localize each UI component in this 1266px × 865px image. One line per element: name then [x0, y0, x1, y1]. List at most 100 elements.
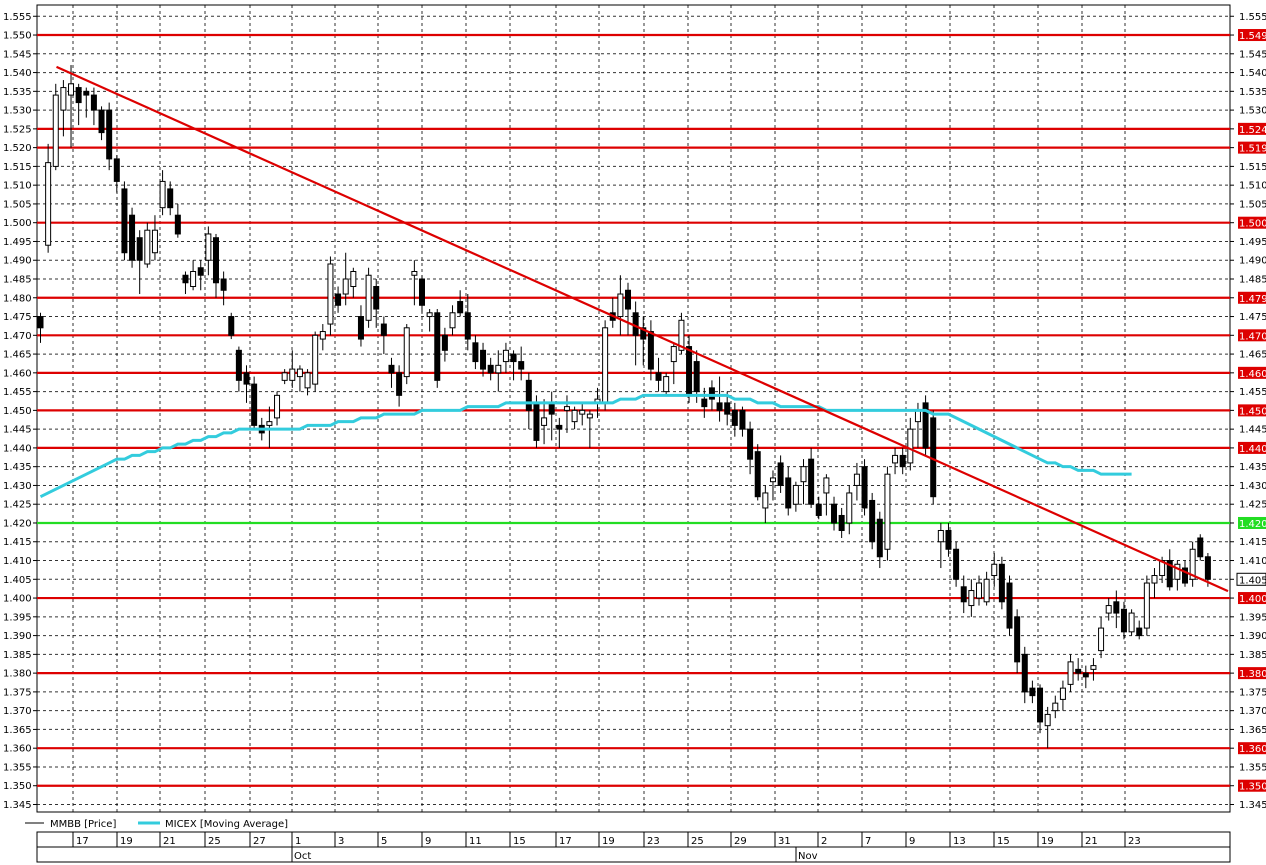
y-tick-label: 1.395 — [3, 612, 32, 623]
candle-body — [335, 293, 342, 306]
candle-body — [1151, 575, 1158, 584]
candle-body — [373, 286, 380, 310]
candle-body — [1082, 672, 1089, 678]
x-tick-label: 9 — [909, 836, 915, 847]
x-tick-label: 29 — [734, 836, 747, 847]
level-badge — [1238, 667, 1266, 680]
moving-average-line — [39, 393, 1132, 499]
y-tick-label: 1.490 — [1239, 256, 1266, 267]
candle-body — [327, 263, 334, 325]
level-badge-label: 1.524 — [1239, 125, 1266, 136]
candle-body — [144, 229, 151, 265]
candle-body — [228, 316, 235, 336]
y-tick-label: 1.495 — [3, 237, 32, 248]
level-badge — [1238, 291, 1266, 304]
candle-body — [167, 188, 174, 209]
x-tick-label: 13 — [953, 836, 966, 847]
y-tick-label: 1.470 — [3, 331, 32, 342]
candle-body — [1090, 665, 1097, 670]
y-tick-label: 1.545 — [1239, 49, 1266, 60]
y-tick-label: 1.415 — [3, 537, 32, 548]
candle-body — [716, 402, 723, 411]
candle-body — [212, 237, 219, 284]
y-tick-label: 1.385 — [3, 650, 32, 661]
candle-body — [113, 158, 120, 182]
y-tick-label: 1.435 — [3, 462, 32, 473]
y-tick-label: 1.420 — [3, 518, 32, 529]
x-tick-label: 19 — [120, 836, 133, 847]
candle-body — [571, 409, 578, 423]
candle-body — [281, 372, 288, 381]
candle-body — [853, 473, 860, 486]
candle-body — [586, 413, 593, 419]
candle-body — [174, 214, 181, 235]
candle-body — [708, 387, 715, 400]
candle-body — [357, 316, 364, 340]
candle-body — [472, 342, 479, 363]
y-tick-label: 1.540 — [1239, 68, 1266, 79]
candle-body — [510, 353, 517, 363]
y-tick-label: 1.555 — [1239, 12, 1266, 23]
y-tick-label: 1.405 — [3, 575, 32, 586]
candle-body — [205, 233, 212, 261]
candle-body — [739, 409, 746, 430]
y-tick-label: 1.530 — [3, 106, 32, 117]
y-tick-label: 1.475 — [3, 312, 32, 323]
candle-body — [785, 477, 792, 509]
x-tick-label: 21 — [163, 836, 176, 847]
y-tick-label: 1.415 — [1239, 537, 1266, 548]
candle-body — [686, 346, 693, 396]
y-tick-label: 1.505 — [1239, 199, 1266, 210]
candle-body — [998, 563, 1005, 603]
level-badge — [1238, 329, 1266, 342]
x-tick-label: 19 — [602, 836, 615, 847]
y-tick-label: 1.485 — [3, 275, 32, 286]
candle-body — [190, 270, 197, 288]
level-badge-label: 1.400 — [1239, 594, 1266, 605]
candle-body — [693, 361, 700, 393]
x-tick-label: 9 — [425, 836, 431, 847]
candlesticks — [37, 65, 1211, 749]
y-tick-label: 1.490 — [3, 256, 32, 267]
candle-body — [37, 316, 44, 329]
level-badge-label: 1.420 — [1239, 519, 1266, 530]
candle-body — [602, 327, 609, 404]
level-badge-label: 1.360 — [1239, 744, 1266, 755]
candle-body — [831, 503, 838, 524]
level-badges: 1.549 1.524 1.519 1.500 1.479 1.470 1.460 1.450… — [1236, 29, 1266, 793]
candle-body — [945, 529, 952, 550]
candle-body — [1189, 548, 1196, 580]
y-axis-left: 1.345 1.350 1.355 1.360 1.365 1.370 1.375 1.380… — [3, 12, 37, 811]
x-tick-label: 15 — [997, 836, 1010, 847]
candle-body — [838, 514, 845, 531]
y-tick-label: 1.355 — [3, 762, 32, 773]
y-tick-label: 1.430 — [3, 481, 32, 492]
candle-body — [304, 372, 311, 389]
level-badge-label: 1.519 — [1239, 144, 1266, 155]
candle-body — [808, 458, 815, 505]
candle-body — [647, 331, 654, 370]
level-badge — [1238, 404, 1266, 417]
y-tick-label: 1.345 — [3, 800, 32, 811]
candle-body — [769, 477, 776, 483]
candle-body — [922, 402, 929, 449]
y-tick-label: 1.500 — [3, 218, 32, 229]
y-tick-label: 1.510 — [3, 181, 32, 192]
candle-body — [815, 503, 822, 516]
candle-body — [1204, 556, 1211, 580]
candle-body — [899, 454, 906, 468]
y-tick-label: 1.370 — [3, 706, 32, 717]
candle-body — [907, 428, 914, 464]
candle-body — [861, 466, 868, 509]
y-tick-label: 1.430 — [1239, 481, 1266, 492]
candle-body — [121, 188, 128, 254]
level-badge — [1238, 29, 1266, 42]
candle-body — [1105, 605, 1112, 614]
trendline — [56, 65, 1229, 593]
y-tick-label: 1.535 — [1239, 87, 1266, 98]
x-tick-label: 17 — [76, 836, 89, 847]
level-badge — [1238, 122, 1266, 135]
candle-body — [533, 402, 540, 441]
y-tick-label: 1.365 — [3, 725, 32, 736]
candle-body — [289, 368, 296, 381]
